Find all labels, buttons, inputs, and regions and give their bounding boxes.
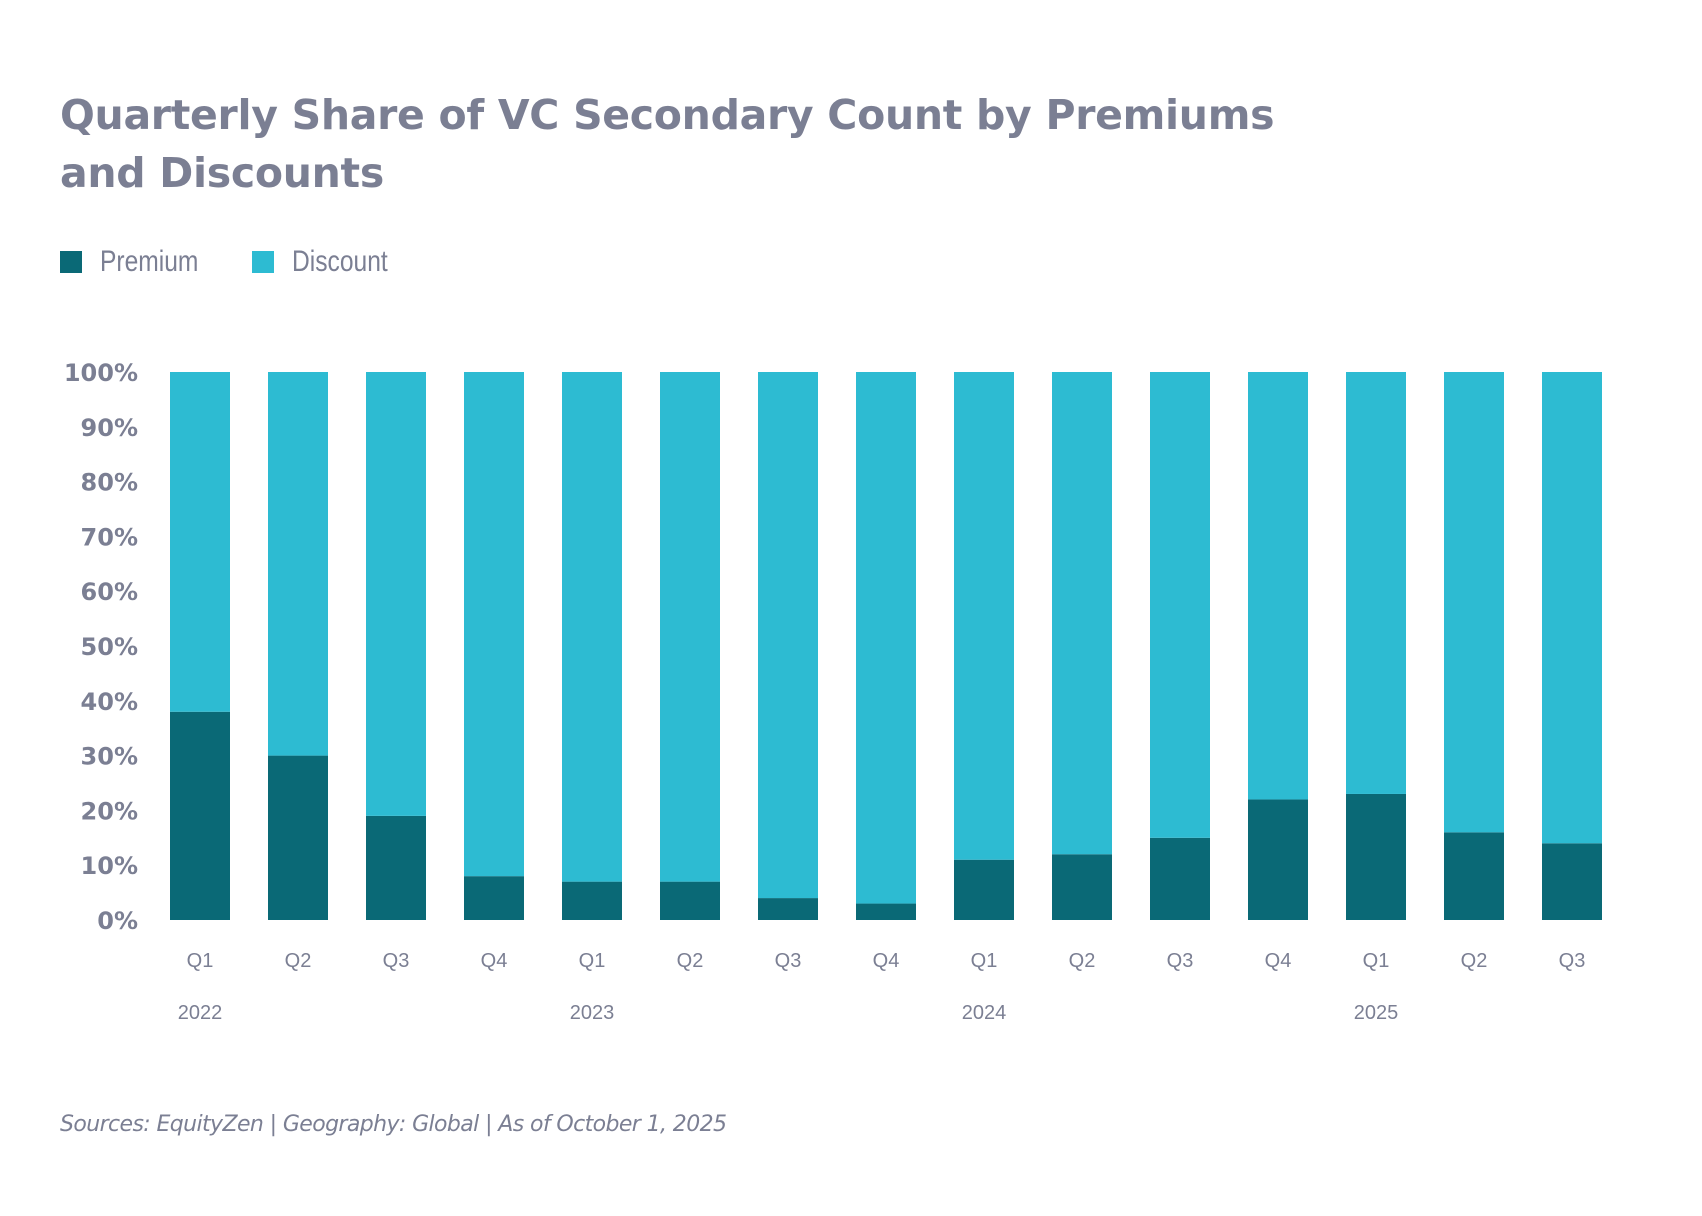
- x-tick-label: Q1: [579, 950, 606, 972]
- legend-item-premium: Premium: [60, 245, 220, 279]
- bar-premium: [268, 755, 328, 920]
- x-year-label: 2022: [178, 1002, 223, 1024]
- chart-title-line-2: and Discounts: [60, 149, 384, 197]
- y-tick-label: 10%: [81, 852, 138, 880]
- y-axis: 0% 10% 20% 30% 40% 50% 60% 70% 80% 90% 100%: [64, 359, 138, 935]
- x-tick-label: Q4: [481, 950, 508, 972]
- bar-group: [464, 372, 524, 920]
- bar-discount: [1444, 372, 1504, 833]
- legend: Premium Discount: [60, 244, 441, 280]
- bar-premium: [464, 876, 524, 920]
- bar-discount: [1346, 372, 1406, 794]
- bar-group: [170, 372, 230, 920]
- chart-title-line-1: Quarterly Share of VC Secondary Count by…: [60, 91, 1275, 139]
- legend-label-premium: Premium: [100, 245, 199, 278]
- bar-premium: [1150, 837, 1210, 920]
- y-tick-label: 20%: [81, 797, 138, 825]
- y-tick-label: 100%: [64, 359, 138, 387]
- bar-discount: [268, 372, 328, 756]
- x-tick-label: Q1: [971, 950, 998, 972]
- x-tick-label: Q2: [1069, 950, 1096, 972]
- y-tick-label: 60%: [81, 578, 138, 606]
- y-tick-label: 50%: [81, 633, 138, 661]
- bar-discount: [1052, 372, 1112, 855]
- stacked-bar-chart: 0% 10% 20% 30% 40% 50% 60% 70% 80% 90% 100% Q1 Q2 Q3…: [64, 359, 1602, 1024]
- bar-premium: [856, 903, 916, 920]
- x-tick-label: Q3: [775, 950, 802, 972]
- bar-premium: [170, 711, 230, 920]
- bar-group: [562, 372, 622, 920]
- y-tick-label: 90%: [81, 414, 138, 442]
- bar-group: [1052, 372, 1112, 920]
- bar-group: [268, 372, 328, 920]
- bar-group: [1346, 372, 1406, 920]
- bar-discount: [562, 372, 622, 882]
- x-tick-label: Q1: [1363, 950, 1390, 972]
- bar-discount: [758, 372, 818, 899]
- x-tick-label: Q3: [383, 950, 410, 972]
- bar-premium: [1542, 843, 1602, 920]
- y-tick-label: 80%: [81, 469, 138, 497]
- bar-group: [1444, 372, 1504, 920]
- y-tick-label: 70%: [81, 523, 138, 551]
- bar-premium: [1346, 793, 1406, 920]
- bar-discount: [464, 372, 524, 877]
- bar-group: [1542, 372, 1602, 920]
- legend-swatch-discount: [252, 251, 275, 273]
- bar-discount: [1542, 372, 1602, 844]
- bar-premium: [660, 881, 720, 920]
- bar-discount: [856, 372, 916, 904]
- x-tick-label: Q2: [1461, 950, 1488, 972]
- bar-group: [856, 372, 916, 920]
- bar-discount: [1150, 372, 1210, 838]
- bar-group: [758, 372, 818, 920]
- bar-premium: [954, 859, 1014, 920]
- bar-group: [1248, 372, 1308, 920]
- x-axis: Q1 Q2 Q3 Q4 Q1 Q2 Q3 Q4 Q1 Q2 Q3 Q4 Q1 Q2 Q3 2022 2023 20…: [178, 950, 1586, 1024]
- legend-item-discount: Discount: [252, 245, 409, 279]
- chart-title: Quarterly Share of VC Secondary Count by…: [60, 86, 1460, 202]
- x-tick-label: Q4: [1265, 950, 1292, 972]
- bar-premium: [758, 898, 818, 920]
- x-tick-label: Q2: [285, 950, 312, 972]
- bar-premium: [1444, 832, 1504, 920]
- x-tick-label: Q4: [873, 950, 900, 972]
- bar-premium: [1248, 799, 1308, 920]
- x-year-label: 2024: [962, 1002, 1007, 1024]
- x-tick-label: Q3: [1167, 950, 1194, 972]
- y-tick-label: 40%: [81, 688, 138, 716]
- x-year-label: 2023: [570, 1002, 615, 1024]
- bar-discount: [1248, 372, 1308, 800]
- x-year-label: 2025: [1354, 1002, 1399, 1024]
- legend-swatch-premium: [60, 251, 82, 273]
- bar-premium: [1052, 854, 1112, 920]
- y-tick-label: 30%: [81, 743, 138, 771]
- legend-label-discount: Discount: [292, 245, 388, 278]
- bars: [170, 372, 1602, 920]
- bar-group: [366, 372, 426, 920]
- x-tick-label: Q2: [677, 950, 704, 972]
- bar-discount: [366, 372, 426, 816]
- bar-group: [1150, 372, 1210, 920]
- bar-discount: [660, 372, 720, 882]
- bar-premium: [562, 881, 622, 920]
- bar-discount: [170, 372, 230, 712]
- bar-group: [954, 372, 1014, 920]
- y-tick-label: 0%: [97, 907, 138, 935]
- source-note: Sources: EquityZen | Geography: Global |…: [60, 1112, 727, 1137]
- bar-group: [660, 372, 720, 920]
- x-tick-label: Q3: [1559, 950, 1586, 972]
- bar-premium: [366, 815, 426, 920]
- bar-discount: [954, 372, 1014, 860]
- x-tick-label: Q1: [187, 950, 214, 972]
